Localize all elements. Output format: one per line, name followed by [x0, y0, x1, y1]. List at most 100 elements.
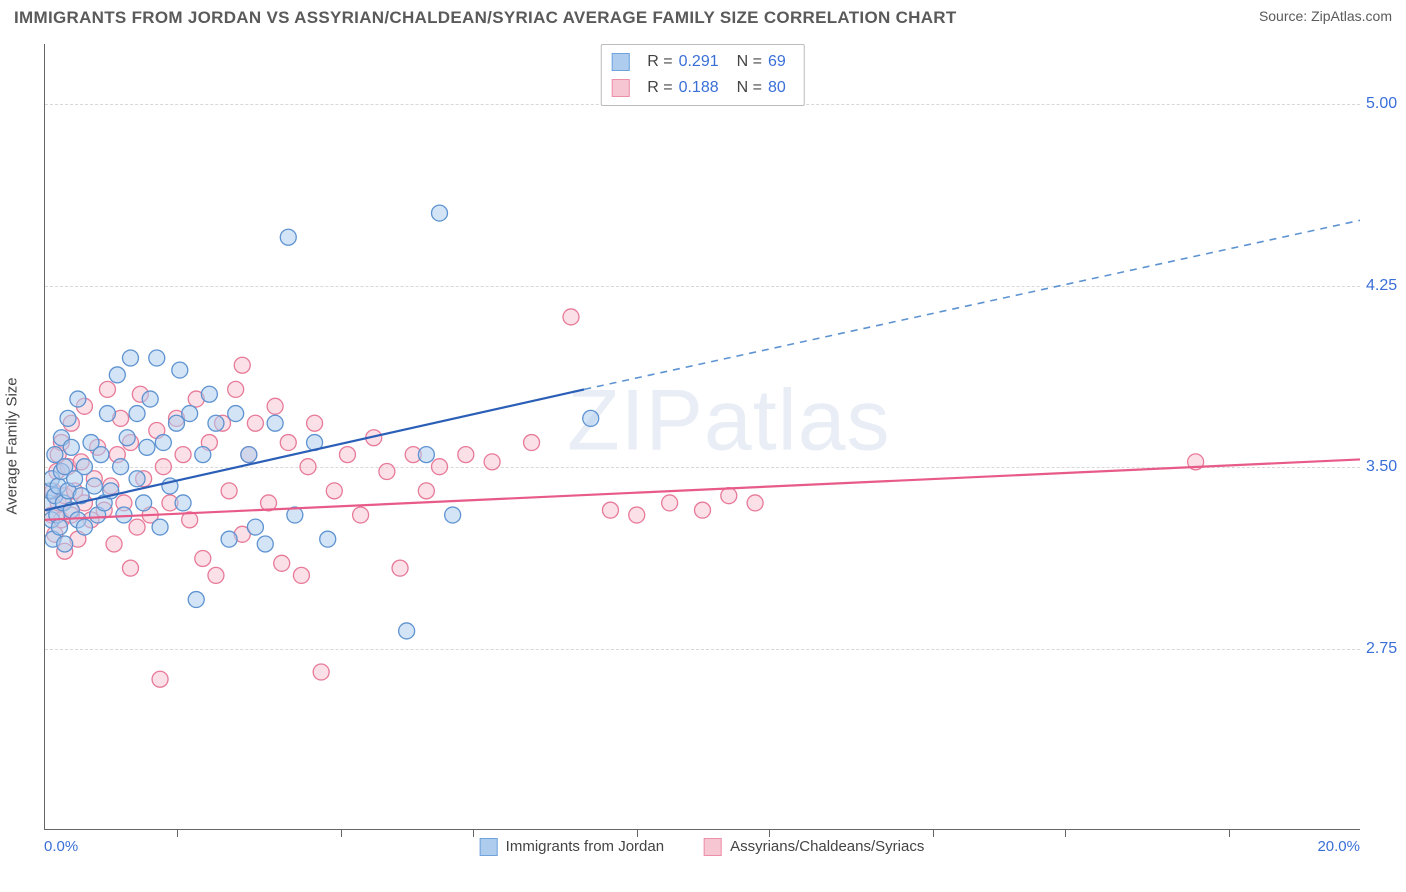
legend-swatch-icon [611, 79, 629, 97]
data-point [109, 367, 125, 383]
data-point [247, 415, 263, 431]
data-point [418, 483, 434, 499]
data-point [257, 536, 273, 552]
legend-swatch-icon [611, 53, 629, 71]
data-point [113, 459, 129, 475]
n-value: 80 [768, 75, 786, 101]
data-point [208, 415, 224, 431]
data-point [221, 531, 237, 547]
data-point [293, 567, 309, 583]
data-point [155, 459, 171, 475]
y-tick-label: 2.75 [1366, 640, 1406, 658]
y-tick-label: 3.50 [1366, 458, 1406, 476]
data-point [432, 459, 448, 475]
legend-stat-row: R = 0.291 N =69 [611, 49, 794, 75]
x-tick [473, 829, 474, 837]
data-point [563, 309, 579, 325]
data-point [445, 507, 461, 523]
chart-plot-area: ZIPatlas R =0.291N =69R =0.188N =80 2.75… [44, 44, 1360, 830]
data-point [662, 495, 678, 511]
data-point [721, 488, 737, 504]
legend-label: Assyrians/Chaldeans/Syriacs [730, 838, 924, 855]
r-label: R = [647, 49, 672, 75]
data-point [70, 391, 86, 407]
legend-swatch-icon [480, 838, 498, 856]
data-point [320, 531, 336, 547]
correlation-legend: R = 0.291 N =69 R = 0.188 N =80 [600, 44, 805, 106]
data-point [484, 454, 500, 470]
data-point [234, 357, 250, 373]
data-point [106, 536, 122, 552]
data-point [583, 410, 599, 426]
data-point [307, 415, 323, 431]
data-point [247, 519, 263, 535]
data-point [172, 362, 188, 378]
data-point [99, 406, 115, 422]
data-point [274, 555, 290, 571]
chart-title: IMMIGRANTS FROM JORDAN VS ASSYRIAN/CHALD… [14, 8, 957, 28]
legend-item: Assyrians/Chaldeans/Syriacs [704, 838, 924, 856]
data-point [201, 386, 217, 402]
x-tick [637, 829, 638, 837]
trend-line-blue-dashed [584, 220, 1360, 389]
data-point [418, 447, 434, 463]
r-label: R = [647, 75, 672, 101]
data-point [86, 478, 102, 494]
data-point [60, 410, 76, 426]
data-point [241, 447, 257, 463]
x-tick [769, 829, 770, 837]
data-point [175, 447, 191, 463]
data-point [152, 519, 168, 535]
y-tick-label: 5.00 [1366, 95, 1406, 113]
x-axis-row: 0.0% Immigrants from JordanAssyrians/Cha… [44, 838, 1360, 878]
data-point [300, 459, 316, 475]
data-point [57, 536, 73, 552]
data-point [129, 471, 145, 487]
data-point [93, 447, 109, 463]
data-point [629, 507, 645, 523]
r-value: 0.291 [679, 49, 719, 75]
data-point [129, 406, 145, 422]
data-point [182, 406, 198, 422]
source-label: Source: ZipAtlas.com [1259, 8, 1392, 24]
data-point [152, 671, 168, 687]
legend-item: Immigrants from Jordan [480, 838, 664, 856]
data-point [122, 350, 138, 366]
y-tick-label: 4.25 [1366, 277, 1406, 295]
data-point [695, 502, 711, 518]
data-point [267, 415, 283, 431]
x-tick [1229, 829, 1230, 837]
data-point [379, 464, 395, 480]
n-label: N = [737, 75, 762, 101]
data-point [139, 439, 155, 455]
data-point [228, 406, 244, 422]
legend-label: Immigrants from Jordan [506, 838, 664, 855]
data-point [149, 350, 165, 366]
n-label: N = [737, 49, 762, 75]
data-point [136, 495, 152, 511]
legend-swatch-icon [704, 838, 722, 856]
data-point [122, 560, 138, 576]
data-point [51, 519, 67, 535]
x-axis-end: 20.0% [1317, 838, 1360, 855]
data-point [155, 435, 171, 451]
series-legend: Immigrants from Jordan Assyrians/Chaldean… [480, 838, 925, 856]
data-point [280, 229, 296, 245]
legend-stat-row: R = 0.188 N =80 [611, 75, 794, 101]
data-point [399, 623, 415, 639]
data-point [119, 430, 135, 446]
n-value: 69 [768, 49, 786, 75]
r-value: 0.188 [679, 75, 719, 101]
data-point [221, 483, 237, 499]
x-tick [177, 829, 178, 837]
data-point [195, 550, 211, 566]
data-point [142, 391, 158, 407]
scatter-svg [45, 44, 1360, 829]
data-point [63, 439, 79, 455]
data-point [280, 435, 296, 451]
data-point [747, 495, 763, 511]
x-tick [933, 829, 934, 837]
data-point [326, 483, 342, 499]
data-point [432, 205, 448, 221]
data-point [195, 447, 211, 463]
